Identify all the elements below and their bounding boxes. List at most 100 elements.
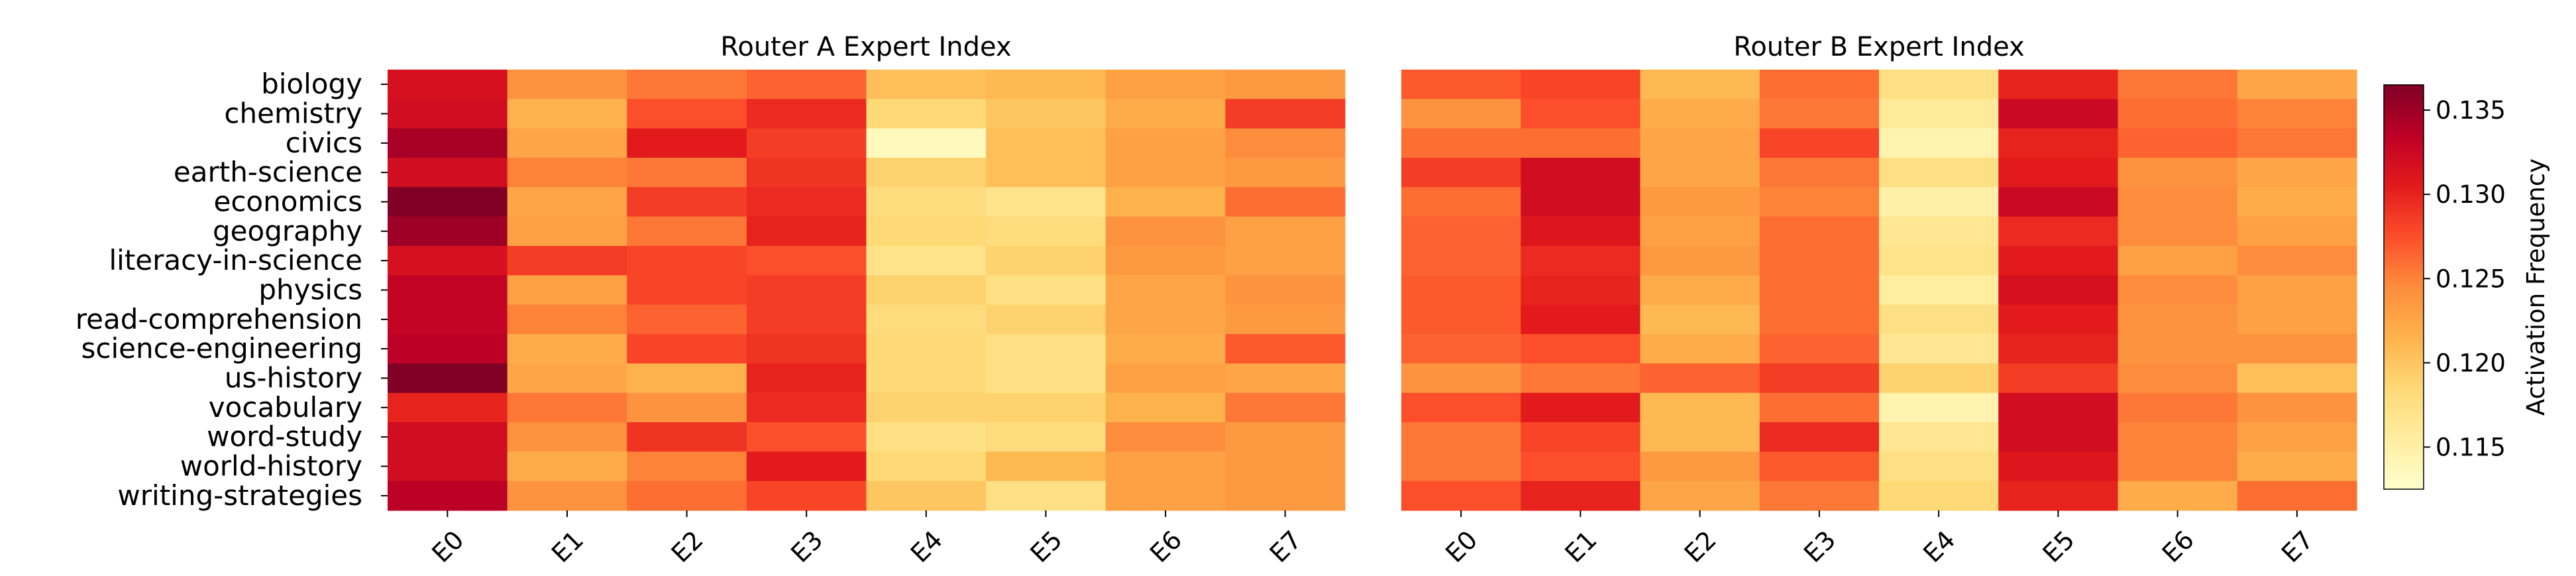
heatmap-cell-router-b-economics-E4 [1879,187,1999,217]
x-tick-label-router-b-E4: E4 [1917,525,1960,568]
heatmap-cell-router-a-earth-science-E0 [388,158,508,188]
y-tick-label-world-history: world-history [180,450,362,483]
heatmap-cell-router-b-literacy-in-science-E3 [1759,246,1880,276]
heatmap-cell-router-a-earth-science-E4 [866,158,987,188]
x-tick-label-router-b-E1: E1 [1559,525,1602,568]
heatmap-cell-router-a-writing-strategies-E6 [1105,481,1226,511]
heatmap-cells-router-a [388,70,1346,511]
heatmap-cell-router-b-economics-E0 [1401,187,1521,217]
heatmap-cell-router-a-biology-E2 [627,70,747,99]
heatmap-cell-router-b-writing-strategies-E0 [1401,481,1521,511]
heatmap-cell-router-a-geography-E0 [388,216,508,247]
heatmap-cell-router-a-world-history-E4 [866,451,987,482]
heatmap-cell-router-a-read-comprehension-E1 [507,304,627,335]
heatmap-cell-router-b-civics-E5 [1998,128,2119,158]
y-tick-label-earth-science: earth-science [174,156,362,188]
heatmap-cell-router-b-science-engineering-E6 [2118,334,2238,364]
y-tick-label-read-comprehension: read-comprehension [76,303,362,335]
heatmap-cell-router-a-writing-strategies-E7 [1225,481,1346,511]
heatmap-cell-router-b-vocabulary-E4 [1879,392,1999,423]
y-tick-label-civics: civics [286,127,362,159]
heatmap-cell-router-b-earth-science-E6 [2118,158,2238,188]
heatmap-cell-router-a-read-comprehension-E3 [746,304,867,335]
heatmap-cell-router-b-civics-E4 [1879,128,1999,158]
heatmap-cell-router-a-physics-E2 [627,275,747,306]
heatmap-cell-router-b-biology-E7 [2237,70,2357,99]
heatmap-cell-router-a-read-comprehension-E7 [1225,304,1346,335]
heatmap-cell-router-b-geography-E2 [1640,216,1760,247]
heatmap-cell-router-a-biology-E1 [507,70,627,99]
heatmap-cell-router-b-read-comprehension-E5 [1998,304,2119,335]
heatmap-cell-router-b-us-history-E1 [1521,363,1641,394]
heatmap-cell-router-b-geography-E7 [2237,216,2357,247]
heatmap-cell-router-b-world-history-E0 [1401,451,1521,482]
heatmap-cell-router-a-us-history-E0 [388,363,508,394]
colorbar-tick-label: 0.115 [2436,433,2506,461]
heatmap-cell-router-b-earth-science-E4 [1879,158,1999,188]
heatmap-cell-router-a-literacy-in-science-E3 [746,246,867,276]
heatmap-cell-router-b-writing-strategies-E2 [1640,481,1760,511]
y-tick-label-geography: geography [213,215,362,247]
heatmap-cell-router-b-vocabulary-E1 [1521,392,1641,423]
heatmap-cell-router-a-vocabulary-E5 [986,392,1106,423]
heatmap-cell-router-a-us-history-E3 [746,363,867,394]
y-tick-label-literacy-in-science: literacy-in-science [109,244,363,276]
heatmap-cell-router-a-biology-E3 [746,70,867,99]
heatmap-cell-router-b-vocabulary-E0 [1401,392,1521,423]
heatmap-cell-router-a-science-engineering-E7 [1225,334,1346,364]
x-tick-label-router-b-E3: E3 [1798,525,1841,568]
heatmap-cell-router-b-science-engineering-E7 [2237,334,2357,364]
heatmap-cell-router-b-economics-E2 [1640,187,1760,217]
heatmap-cell-router-a-geography-E1 [507,216,627,247]
heatmap-cell-router-b-economics-E1 [1521,187,1641,217]
heatmap-cell-router-b-literacy-in-science-E0 [1401,246,1521,276]
heatmap-cell-router-a-science-engineering-E6 [1105,334,1226,364]
heatmap-cell-router-a-chemistry-E2 [627,99,747,129]
heatmap-cell-router-b-science-engineering-E2 [1640,334,1760,364]
heatmap-cell-router-b-biology-E4 [1879,70,1999,99]
heatmap-cell-router-b-us-history-E3 [1759,363,1880,394]
heatmap-panel-router-a: Router A Expert Index biologychemistryci… [76,32,1346,568]
heatmap-cell-router-a-earth-science-E7 [1225,158,1346,188]
heatmap-cell-router-b-chemistry-E4 [1879,99,1999,129]
heatmap-cell-router-a-us-history-E1 [507,363,627,394]
y-tick-label-biology: biology [261,68,362,100]
heatmap-cell-router-b-science-engineering-E0 [1401,334,1521,364]
heatmap-cell-router-a-science-engineering-E2 [627,334,747,364]
heatmap-cell-router-b-us-history-E5 [1998,363,2119,394]
x-tick-label-router-a-E5: E5 [1025,525,1068,568]
heatmap-cell-router-b-economics-E6 [2118,187,2238,217]
heatmap-cell-router-b-read-comprehension-E4 [1879,304,1999,335]
heatmap-cell-router-b-economics-E3 [1759,187,1880,217]
heatmap-cell-router-b-vocabulary-E2 [1640,392,1760,423]
heatmap-cell-router-b-vocabulary-E5 [1998,392,2119,423]
heatmap-cell-router-b-geography-E3 [1759,216,1880,247]
heatmap-cell-router-a-geography-E5 [986,216,1106,247]
heatmap-cell-router-a-economics-E7 [1225,187,1346,217]
heatmap-cell-router-b-chemistry-E2 [1640,99,1760,129]
heatmap-cell-router-a-writing-strategies-E4 [866,481,987,511]
heatmap-cell-router-a-geography-E7 [1225,216,1346,247]
heatmap-cell-router-b-earth-science-E2 [1640,158,1760,188]
heatmap-cell-router-a-read-comprehension-E2 [627,304,747,335]
heatmap-cell-router-a-chemistry-E5 [986,99,1106,129]
heatmap-cell-router-b-economics-E5 [1998,187,2119,217]
heatmap-cell-router-a-literacy-in-science-E5 [986,246,1106,276]
colorbar-tick-label: 0.130 [2436,180,2506,209]
heatmap-cell-router-b-physics-E3 [1759,275,1880,306]
heatmap-cell-router-a-earth-science-E5 [986,158,1106,188]
heatmap-cell-router-b-world-history-E4 [1879,451,1999,482]
heatmap-cell-router-a-writing-strategies-E0 [388,481,508,511]
colorbar-gradient [2383,84,2424,490]
heatmap-cell-router-a-civics-E6 [1105,128,1226,158]
heatmap-cell-router-a-word-study-E6 [1105,422,1226,452]
heatmap-cell-router-a-physics-E5 [986,275,1106,306]
heatmap-cell-router-a-physics-E0 [388,275,508,306]
heatmap-cell-router-a-biology-E4 [866,70,987,99]
heatmap-cell-router-b-civics-E7 [2237,128,2357,158]
heatmap-cell-router-a-chemistry-E0 [388,99,508,129]
heatmap-cell-router-a-civics-E4 [866,128,987,158]
heatmap-cell-router-a-read-comprehension-E5 [986,304,1106,335]
x-tick-label-router-b-E2: E2 [1679,525,1722,568]
y-tick-label-vocabulary: vocabulary [209,391,362,424]
